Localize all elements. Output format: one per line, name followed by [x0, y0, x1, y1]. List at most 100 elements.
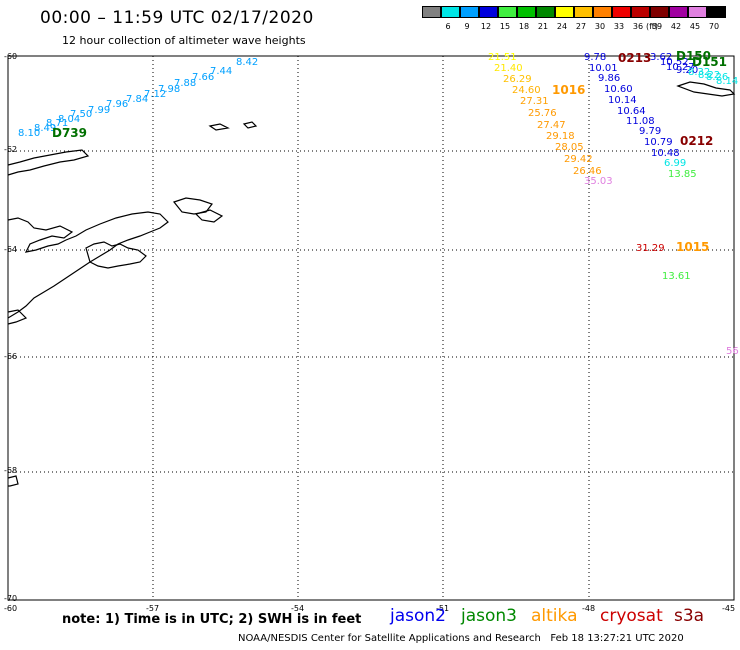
- legend-swatch: [517, 6, 536, 18]
- wave-height-value: 10.14: [608, 95, 637, 106]
- wave-height-value: 7.12: [144, 89, 166, 100]
- legend-swatch: [460, 6, 479, 18]
- legend-swatch: [669, 6, 688, 18]
- track-time-label: 1016: [552, 83, 585, 97]
- satellite-jason3: jason3: [461, 606, 517, 626]
- legend-unit: (ft): [646, 22, 659, 31]
- lon-label: -51: [436, 604, 450, 613]
- lon-label: -57: [146, 604, 160, 613]
- legend-value: 70: [708, 22, 720, 31]
- wave-height-value: 8.49: [34, 123, 56, 134]
- legend-swatch: [555, 6, 574, 18]
- legend-swatch: [707, 6, 726, 18]
- legend-swatch: [650, 6, 669, 18]
- wave-height-value: 13.85: [668, 169, 697, 180]
- satellite-jason2: jason2: [390, 606, 446, 626]
- wave-height-value: 10.27: [666, 62, 695, 73]
- coast-shetland-islands: [7, 149, 90, 176]
- legend-swatch: [536, 6, 555, 18]
- coast-antarctic-peninsula: [7, 211, 169, 319]
- wave-height-value: 6.99: [664, 158, 686, 169]
- wave-height-value: 7.98: [158, 84, 180, 95]
- wave-height-value: 10.52: [660, 57, 689, 68]
- wave-height-value: 8.22: [698, 70, 720, 81]
- track-time-label: D739: [52, 126, 87, 140]
- map-frame: [7, 55, 735, 601]
- legend-value: 24: [556, 22, 568, 31]
- wave-height-value: 29.42: [564, 154, 593, 165]
- legend-value: 30: [594, 22, 606, 31]
- legend-value: 27: [575, 22, 587, 31]
- wave-height-value: 7.99: [88, 105, 110, 116]
- legend-swatch: [688, 6, 707, 18]
- lat-label: -64: [4, 245, 18, 254]
- wave-height-value: 7.84: [126, 94, 148, 105]
- track-time-label: 0213: [618, 51, 651, 65]
- wave-height-value: 56: [726, 346, 739, 357]
- wave-height-value: 7.88: [174, 78, 196, 89]
- lon-label: -60: [4, 604, 18, 613]
- legend-swatch: [498, 6, 517, 18]
- wave-height-value: 13.61: [662, 271, 691, 282]
- legend-value: 12: [480, 22, 492, 31]
- legend-swatch: [631, 6, 650, 18]
- wave-height-value: 8.04: [58, 114, 80, 125]
- satellite-s3a: s3a: [674, 606, 705, 626]
- legend-value: 45: [689, 22, 701, 31]
- wave-height-value: 8.10: [18, 128, 40, 139]
- legend-swatch: [441, 6, 460, 18]
- wave-height-value: 3.62: [650, 52, 672, 63]
- wave-height-value: 8.42: [236, 57, 258, 68]
- wave-height-value: 9.86: [598, 73, 620, 84]
- wave-height-value: 25.76: [528, 108, 557, 119]
- legend-swatch: [593, 6, 612, 18]
- lon-label: -54: [291, 604, 305, 613]
- lat-label: -68: [4, 466, 18, 475]
- wave-height-value: 29.18: [546, 131, 575, 142]
- wave-height-value: 9.79: [639, 126, 661, 137]
- coast-island: [194, 209, 224, 223]
- legend-value: 6: [445, 22, 451, 31]
- legend-value: 15: [499, 22, 511, 31]
- satellite-cryosat: cryosat: [600, 606, 663, 626]
- legend-value: 33: [613, 22, 625, 31]
- legend-swatch: [612, 6, 631, 18]
- map-subtitle: 12 hour collection of altimeter wave hei…: [62, 34, 306, 47]
- legend-value: 36: [632, 22, 644, 31]
- coast-south-orkney-islands: [676, 81, 736, 97]
- track-time-label: D150: [676, 49, 711, 63]
- lat-label: -62: [4, 145, 18, 154]
- lat-label: -66: [4, 352, 18, 361]
- wave-height-value: 31.29: [636, 243, 665, 254]
- wave-height-value: 7.66: [192, 72, 214, 83]
- lon-label: -45: [722, 604, 736, 613]
- generated-timestamp: Feb 18 13:27:21 UTC 2020: [550, 633, 684, 644]
- coast-joinville-island: [85, 241, 147, 269]
- satellite-altika: altika: [531, 606, 578, 626]
- lon-label: -48: [582, 604, 596, 613]
- track-time-label: 1015: [676, 240, 709, 254]
- wave-height-value: 7.96: [106, 99, 128, 110]
- wave-height-value: 10.60: [604, 84, 633, 95]
- legend-value: 21: [537, 22, 549, 31]
- legend-value: 42: [670, 22, 682, 31]
- legend-value: 9: [464, 22, 470, 31]
- lat-label: -70: [4, 594, 18, 603]
- wave-height-value: 7.44: [210, 66, 232, 77]
- wave-height-value: 24.60: [512, 85, 541, 96]
- wave-height-value: 10.79: [644, 137, 673, 148]
- legend-value: 39: [651, 22, 663, 31]
- wave-height-value: 10.64: [617, 106, 646, 117]
- wave-height-value: 26.46: [573, 166, 602, 177]
- coast-island: [7, 309, 28, 325]
- legend-swatch: [422, 6, 441, 18]
- credit-line: NOAA/NESDIS Center for Satellite Applica…: [238, 633, 684, 644]
- wave-height-value: 26.29: [503, 74, 532, 85]
- wave-height-value: 10.48: [651, 148, 680, 159]
- wave-height-value: 8.14: [716, 76, 738, 87]
- track-time-label: D151: [692, 55, 727, 69]
- wave-height-value: 21.40: [494, 63, 523, 74]
- wave-height-value: 35.03: [584, 176, 613, 187]
- coast-island: [172, 197, 213, 215]
